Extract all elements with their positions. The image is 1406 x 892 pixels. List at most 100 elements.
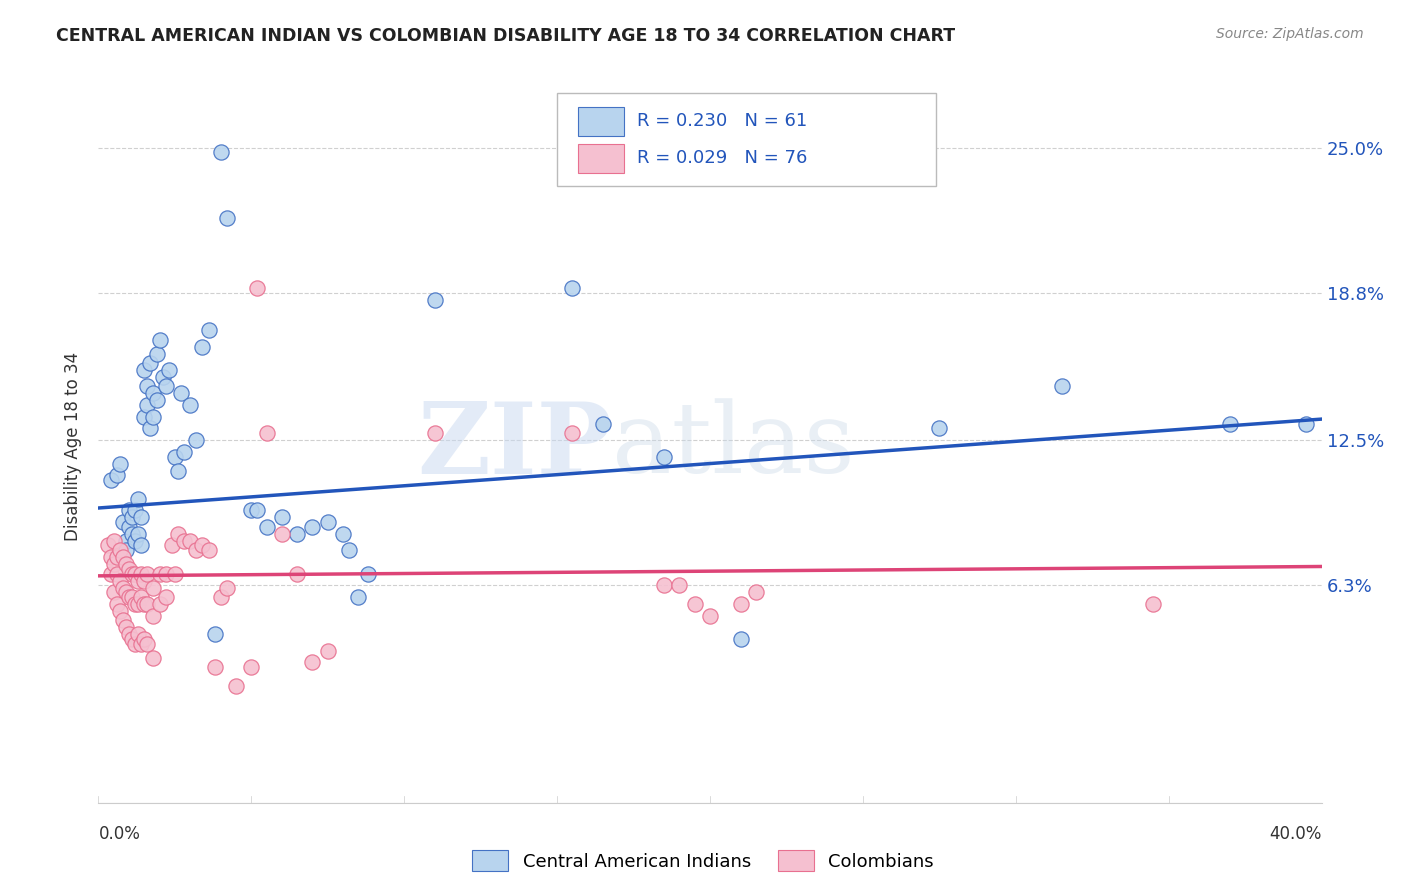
Point bbox=[730, 597, 752, 611]
Point bbox=[270, 526, 292, 541]
Point bbox=[134, 363, 156, 377]
Point bbox=[118, 627, 141, 641]
Point bbox=[1050, 379, 1073, 393]
Point bbox=[246, 281, 269, 295]
Point bbox=[204, 660, 226, 674]
Point bbox=[332, 526, 354, 541]
Point bbox=[108, 604, 131, 618]
Point bbox=[100, 566, 122, 581]
Point bbox=[142, 581, 165, 595]
Point bbox=[209, 145, 232, 160]
Point bbox=[561, 426, 583, 441]
Point bbox=[1295, 417, 1317, 431]
Point bbox=[316, 644, 339, 658]
Text: ZIP: ZIP bbox=[418, 398, 612, 494]
Point bbox=[121, 566, 143, 581]
Point bbox=[256, 519, 278, 533]
Point bbox=[191, 538, 214, 552]
Point bbox=[167, 464, 190, 478]
Point bbox=[129, 637, 152, 651]
Point bbox=[118, 590, 141, 604]
Point bbox=[155, 566, 177, 581]
Text: atlas: atlas bbox=[612, 398, 855, 494]
Point bbox=[173, 445, 195, 459]
Point bbox=[118, 503, 141, 517]
Point bbox=[134, 574, 156, 588]
Point bbox=[145, 393, 167, 408]
Point bbox=[139, 356, 162, 370]
Point bbox=[121, 526, 143, 541]
Point bbox=[124, 566, 146, 581]
Point bbox=[97, 538, 120, 552]
Point bbox=[115, 543, 138, 558]
Point bbox=[142, 386, 165, 401]
Point bbox=[111, 515, 134, 529]
Point bbox=[337, 543, 360, 558]
Point bbox=[136, 398, 159, 412]
Point bbox=[152, 370, 174, 384]
Text: R = 0.230   N = 61: R = 0.230 N = 61 bbox=[637, 112, 807, 130]
Point bbox=[179, 533, 201, 548]
Point bbox=[173, 533, 195, 548]
Point bbox=[301, 519, 323, 533]
Point bbox=[127, 597, 149, 611]
Point bbox=[105, 550, 128, 565]
Point bbox=[347, 590, 370, 604]
Point bbox=[149, 566, 172, 581]
Point bbox=[118, 519, 141, 533]
Point bbox=[139, 421, 162, 435]
Point bbox=[256, 426, 278, 441]
Point bbox=[215, 211, 238, 225]
Point bbox=[197, 323, 219, 337]
Point bbox=[163, 566, 186, 581]
Point bbox=[215, 581, 238, 595]
Point bbox=[118, 562, 141, 576]
Point bbox=[134, 632, 156, 646]
Point bbox=[111, 613, 134, 627]
Point bbox=[179, 398, 201, 412]
Point bbox=[197, 543, 219, 558]
Point bbox=[121, 632, 143, 646]
Point bbox=[134, 597, 156, 611]
Point bbox=[163, 450, 186, 464]
Point bbox=[142, 409, 165, 424]
Point bbox=[204, 627, 226, 641]
Point bbox=[121, 510, 143, 524]
Point bbox=[240, 503, 263, 517]
Point bbox=[136, 566, 159, 581]
FancyBboxPatch shape bbox=[557, 93, 936, 186]
Point bbox=[121, 590, 143, 604]
Point bbox=[115, 533, 138, 548]
Point bbox=[134, 409, 156, 424]
Point bbox=[103, 585, 125, 599]
Point bbox=[127, 526, 149, 541]
Point bbox=[285, 566, 308, 581]
Point bbox=[124, 597, 146, 611]
Point bbox=[157, 363, 180, 377]
Point bbox=[129, 510, 152, 524]
Point bbox=[136, 379, 159, 393]
Point bbox=[100, 473, 122, 487]
Point bbox=[136, 637, 159, 651]
Point bbox=[356, 566, 378, 581]
Point bbox=[129, 566, 152, 581]
Point bbox=[129, 538, 152, 552]
Point bbox=[561, 281, 583, 295]
Point bbox=[699, 608, 721, 623]
Text: 0.0%: 0.0% bbox=[98, 825, 141, 843]
Point bbox=[191, 340, 214, 354]
Point bbox=[115, 585, 138, 599]
Point bbox=[167, 526, 190, 541]
Point bbox=[127, 574, 149, 588]
Text: CENTRAL AMERICAN INDIAN VS COLOMBIAN DISABILITY AGE 18 TO 34 CORRELATION CHART: CENTRAL AMERICAN INDIAN VS COLOMBIAN DIS… bbox=[56, 27, 955, 45]
Point bbox=[301, 656, 323, 670]
Point bbox=[149, 333, 172, 347]
Point bbox=[127, 491, 149, 506]
Point bbox=[592, 417, 614, 431]
Point bbox=[103, 557, 125, 571]
Text: 40.0%: 40.0% bbox=[1270, 825, 1322, 843]
Point bbox=[100, 550, 122, 565]
Point bbox=[225, 679, 247, 693]
Point bbox=[270, 510, 292, 524]
Point bbox=[142, 608, 165, 623]
